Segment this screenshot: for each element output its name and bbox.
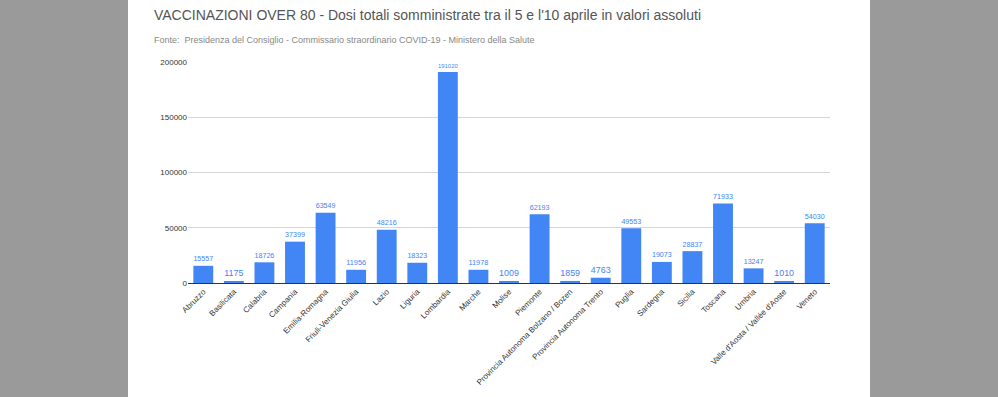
svg-text:0: 0 [183,279,188,288]
svg-text:Sicilia: Sicilia [676,287,698,309]
svg-text:Lombardia: Lombardia [419,287,452,320]
svg-text:150000: 150000 [160,113,187,122]
svg-text:11956: 11956 [346,258,366,267]
svg-text:Abruzzo: Abruzzo [180,287,208,315]
svg-text:1010: 1010 [774,268,794,278]
svg-text:Emilia-Romagna: Emilia-Romagna [282,287,331,336]
svg-text:VACCINAZIONI OVER 80 - Dosi to: VACCINAZIONI OVER 80 - Dosi totali sommi… [154,7,701,23]
svg-text:Provincia Autonoma Trento: Provincia Autonoma Trento [531,287,606,362]
svg-text:37399: 37399 [285,231,305,239]
svg-text:1175: 1175 [224,268,243,278]
svg-text:Basilicata: Basilicata [208,287,239,318]
svg-text:15557: 15557 [193,255,213,263]
svg-text:Fonte: Presidenza del Consigl: Fonte: Presidenza del Consiglio - Commis… [154,35,535,45]
svg-text:63549: 63549 [316,202,336,210]
svg-text:71933: 71933 [713,193,733,201]
svg-text:Calabria: Calabria [241,287,269,315]
svg-text:4763: 4763 [591,265,611,275]
svg-text:50000: 50000 [165,224,188,233]
svg-text:200000: 200000 [160,58,187,67]
svg-text:19073: 19073 [652,251,672,259]
svg-text:Friuli-Venezia Giulia: Friuli-Venezia Giulia [304,287,361,344]
svg-text:28837: 28837 [683,241,703,249]
svg-text:Liguria: Liguria [398,287,422,311]
svg-text:100000: 100000 [160,168,187,177]
svg-text:1859: 1859 [560,268,580,278]
svg-text:Campania: Campania [267,287,300,320]
svg-text:48216: 48216 [377,219,397,227]
svg-text:Piemonte: Piemonte [514,287,545,318]
svg-text:18726: 18726 [255,252,275,260]
svg-text:18323: 18323 [407,252,427,260]
svg-text:Valle d'Aosta / Vallée d'Aoste: Valle d'Aosta / Vallée d'Aoste [709,287,788,366]
svg-text:Puglia: Puglia [613,287,635,309]
svg-text:62193: 62193 [530,204,550,212]
svg-text:Provincia Autonoma Bolzano / B: Provincia Autonoma Bolzano / Bozen [475,287,574,386]
svg-text:Molise: Molise [491,287,514,310]
svg-text:54030: 54030 [805,213,825,221]
svg-text:Toscana: Toscana [700,287,728,315]
svg-text:11978: 11978 [469,258,489,267]
svg-text:1009: 1009 [499,268,519,278]
svg-text:Lazio: Lazio [371,287,391,307]
svg-text:Sardegna: Sardegna [635,287,666,318]
svg-text:Veneto: Veneto [795,287,819,311]
svg-text:Marche: Marche [457,287,483,313]
svg-text:Umbria: Umbria [733,287,758,312]
svg-text:13247: 13247 [744,258,764,266]
svg-text:49553: 49553 [621,218,641,226]
svg-text:191020: 191020 [438,63,459,69]
